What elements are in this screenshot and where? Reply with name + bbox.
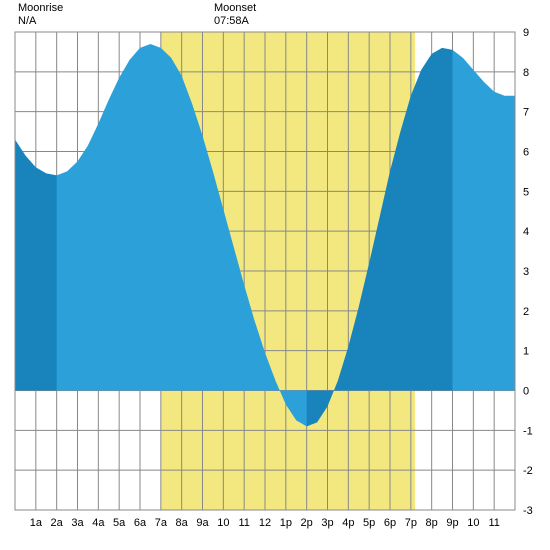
x-tick-label: 6p xyxy=(384,517,396,529)
x-tick-label: 5p xyxy=(363,517,375,529)
x-tick-label: 7a xyxy=(155,517,168,529)
x-tick-label: 5a xyxy=(113,517,126,529)
y-tick-label: -3 xyxy=(523,505,533,517)
x-tick-label: 9p xyxy=(446,517,458,529)
x-tick-label: 8a xyxy=(176,517,189,529)
x-tick-label: 4a xyxy=(92,517,105,529)
moonrise-value: N/A xyxy=(18,15,36,27)
moonrise-label: Moonrise xyxy=(18,2,63,14)
y-tick-label: 6 xyxy=(523,147,529,159)
y-tick-label: 0 xyxy=(523,386,529,398)
y-tick-label: 5 xyxy=(523,186,529,198)
y-tick-label: 7 xyxy=(523,107,529,119)
y-tick-label: -1 xyxy=(523,425,533,437)
y-tick-label: 2 xyxy=(523,306,529,318)
tide-chart: Moonrise N/A Moonset 07:58A -3-2-1012345… xyxy=(0,0,550,550)
x-tick-label: 2a xyxy=(51,517,64,529)
x-tick-label: 10 xyxy=(467,517,479,529)
y-tick-label: -2 xyxy=(523,465,533,477)
y-tick-label: 8 xyxy=(523,67,529,79)
x-tick-label: 8p xyxy=(426,517,438,529)
x-tick-label: 9a xyxy=(196,517,209,529)
x-tick-label: 11 xyxy=(238,517,249,529)
x-tick-label: 7p xyxy=(405,517,417,529)
x-tick-label: 3p xyxy=(321,517,333,529)
y-tick-label: 9 xyxy=(523,27,529,39)
x-tick-label: 2p xyxy=(301,517,313,529)
y-tick-label: 1 xyxy=(523,346,529,358)
x-tick-label: 4p xyxy=(342,517,354,529)
x-tick-label: 3a xyxy=(71,517,84,529)
moonset-value: 07:58A xyxy=(214,15,249,27)
y-tick-label: 3 xyxy=(523,266,529,278)
chart-svg: -3-2-101234567891a2a3a4a5a6a7a8a9a101112… xyxy=(0,0,550,550)
x-tick-label: 1p xyxy=(280,517,292,529)
y-tick-label: 4 xyxy=(523,226,529,238)
x-tick-label: 12 xyxy=(259,517,271,529)
x-tick-label: 1a xyxy=(30,517,43,529)
moonset-label: Moonset xyxy=(214,2,256,14)
x-tick-label: 6a xyxy=(134,517,147,529)
x-tick-label: 11 xyxy=(488,517,499,529)
x-tick-label: 10 xyxy=(217,517,229,529)
